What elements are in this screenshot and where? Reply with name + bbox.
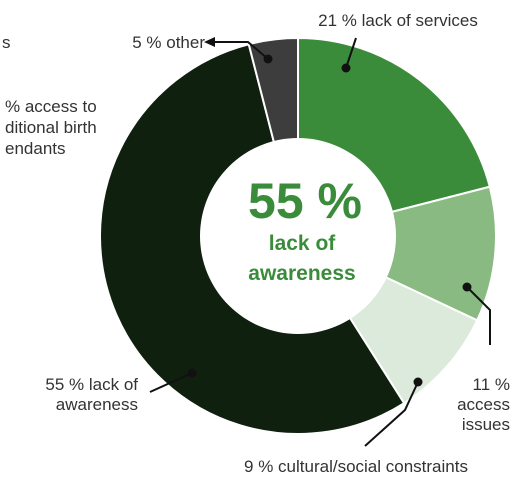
leader-line-0 xyxy=(345,37,357,69)
cutoff-label-1-line-0: % access to xyxy=(5,97,97,116)
leader-line-2 xyxy=(364,381,419,447)
leader-dot-3 xyxy=(187,368,197,378)
leader-dot-1 xyxy=(462,282,472,292)
slice-label-1-line-1: access xyxy=(457,395,510,414)
cutoff-label-1-line-2: endants xyxy=(5,139,66,158)
slice-label-1-line-0: 11 % xyxy=(473,375,511,394)
leader-line-3 xyxy=(149,372,193,393)
slice-label-2-line-0: 9 % cultural/social constraints xyxy=(244,457,468,476)
center-label-line2: awareness xyxy=(248,262,355,285)
leader-arrow-4 xyxy=(204,37,215,47)
slice-label-3-line-1: awareness xyxy=(56,395,138,414)
donut-hole xyxy=(200,138,396,334)
cutoff-label-0-line-0: s xyxy=(2,33,11,52)
leader-line-1 xyxy=(466,286,491,345)
center-label-line1: lack of xyxy=(269,232,337,255)
cutoff-label-1-line-1: ditional birth xyxy=(5,118,97,137)
leader-dot-2 xyxy=(413,377,423,387)
pie-slice-1 xyxy=(295,185,497,322)
slice-label-1-line-2: issues xyxy=(462,415,510,434)
leader-line-4 xyxy=(212,41,269,60)
center-value: 55 % xyxy=(248,173,362,229)
slice-label-4-line-0: 5 % other xyxy=(132,33,205,52)
leader-dot-0 xyxy=(341,63,351,73)
slice-label-0-line-0: 21 % lack of services xyxy=(318,11,478,30)
leader-dot-4 xyxy=(263,54,273,64)
slice-label-3-line-0: 55 % lack of xyxy=(45,375,138,394)
